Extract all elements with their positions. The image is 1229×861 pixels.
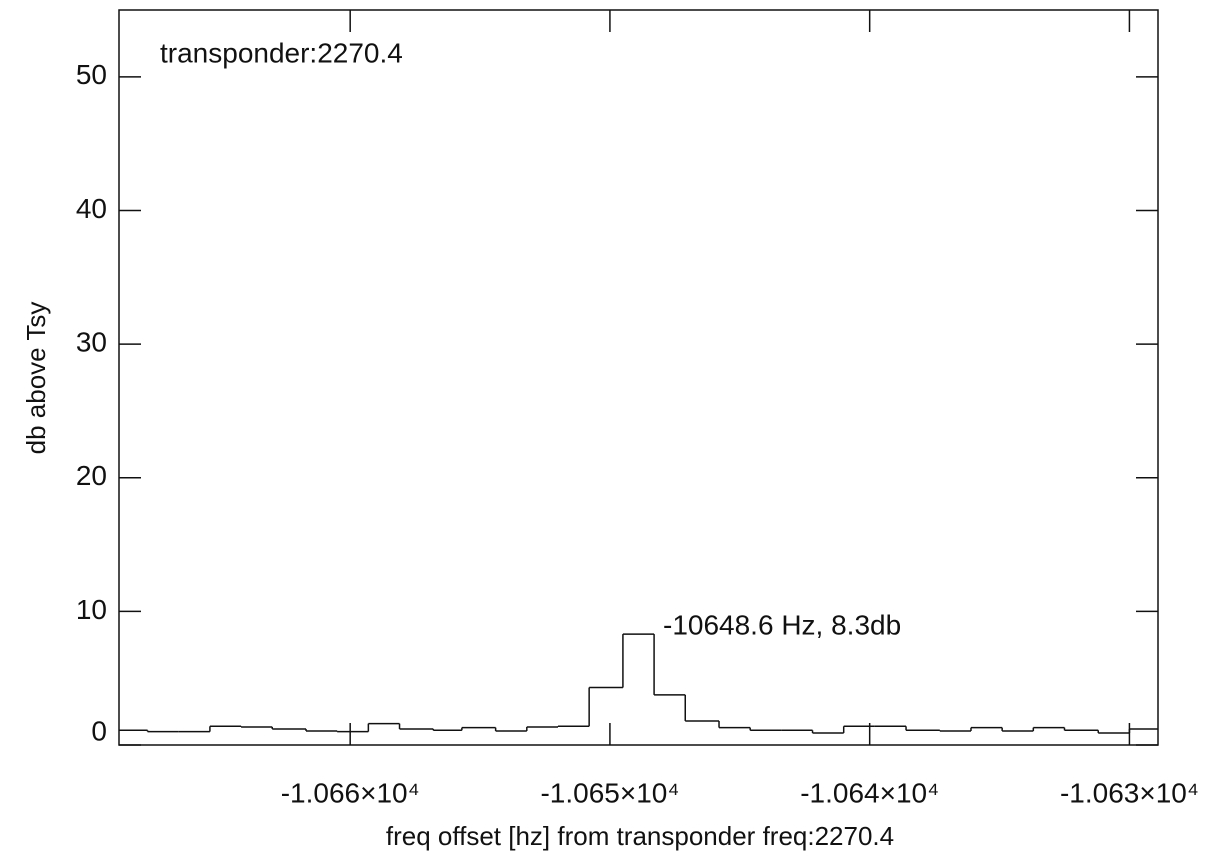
x-tick-label: -1.065×10⁴ (540, 777, 679, 808)
y-tick-label: 10 (76, 594, 107, 625)
y-tick-label: 0 (91, 715, 107, 746)
y-tick-label: 30 (76, 326, 107, 357)
x-tick-label: -1.064×10⁴ (800, 777, 939, 808)
y-tick-label: 40 (76, 193, 107, 224)
x-axis-label: freq offset [hz] from transponder freq:2… (386, 821, 894, 851)
annotation: -10648.6 Hz, 8.3db (663, 609, 901, 640)
y-axis-label: db above Tsy (21, 302, 51, 455)
y-tick-label: 50 (76, 59, 107, 90)
x-tick-label: -1.066×10⁴ (281, 777, 420, 808)
annotation: transponder:2270.4 (160, 37, 403, 68)
y-tick-label: 20 (76, 460, 107, 491)
x-tick-label: -1.063×10⁴ (1060, 777, 1199, 808)
plot-frame (118, 9, 1159, 746)
